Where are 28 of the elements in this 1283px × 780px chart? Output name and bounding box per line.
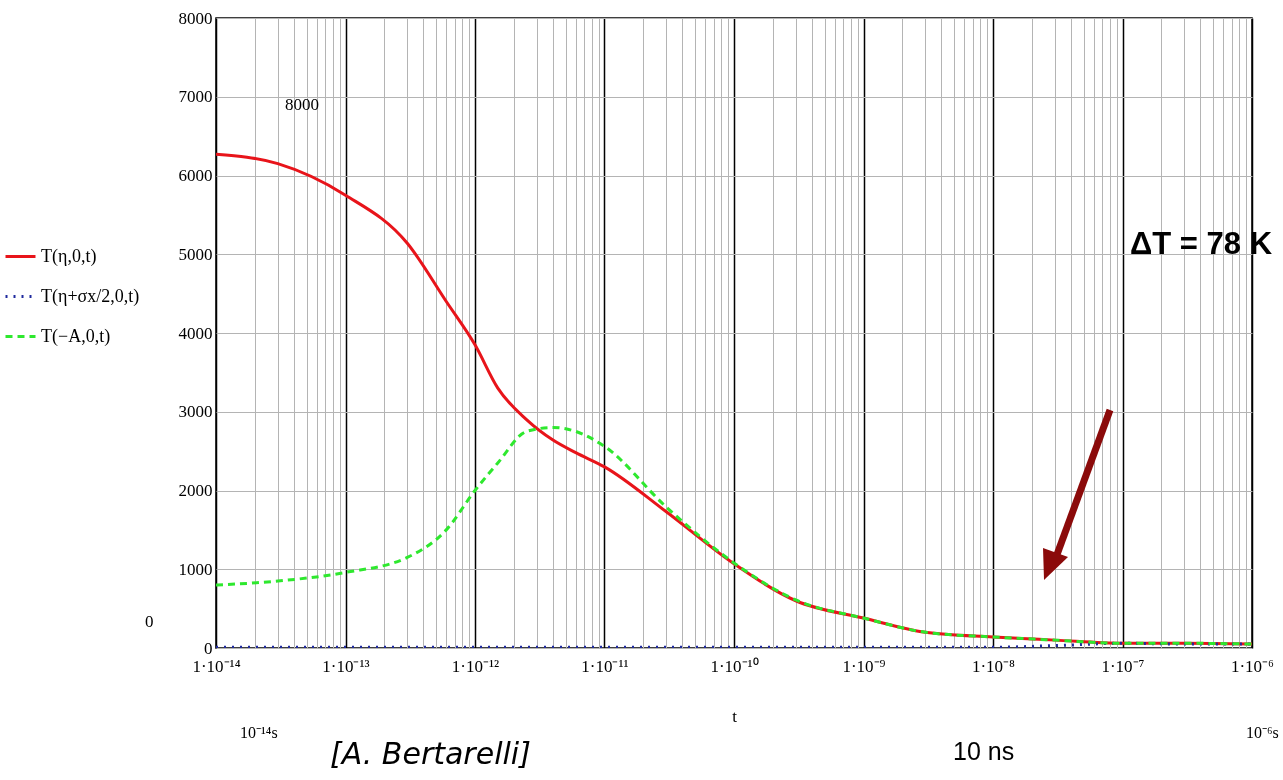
text: 10 ns bbox=[953, 737, 1015, 765]
y-tick-label: 3000 bbox=[178, 402, 213, 422]
x-tick-label: 1·10⁻¹² bbox=[451, 656, 500, 676]
y-tick-label: 2000 bbox=[178, 481, 213, 500]
y-tick-label: 8000 bbox=[178, 8, 213, 28]
y-tick-label: 4000 bbox=[178, 323, 213, 343]
legend-label: T(η,0,t) bbox=[41, 245, 97, 267]
x-tick-label: 1·10⁻¹¹ bbox=[581, 656, 629, 676]
x-tick-label: 1·10⁻⁸ bbox=[971, 656, 1016, 676]
text: [A. Bertarelli] bbox=[330, 736, 531, 771]
x-axis-title: t bbox=[732, 706, 738, 726]
y-tick-label: 6000 bbox=[178, 166, 213, 185]
y-tick-label: 5000 bbox=[178, 244, 213, 264]
y-tick-label: 0 bbox=[204, 638, 213, 658]
y-tick-label: 1000 bbox=[178, 559, 213, 579]
x-tick-label: 1·10⁻¹⁴ bbox=[192, 656, 241, 676]
x-tick-label: 1·10⁻⁹ bbox=[842, 656, 886, 676]
x-tick-label: 1·10⁻⁷ bbox=[1101, 656, 1145, 676]
legend-label: T(−A,0,t) bbox=[41, 325, 111, 347]
text: 10⁻¹⁴s bbox=[240, 724, 278, 741]
x-tick-label: 1·10⁻¹⁰ bbox=[710, 656, 759, 676]
annotation: 8000 bbox=[285, 95, 319, 114]
text: 10⁻⁶s bbox=[1246, 724, 1279, 741]
y-tick-label: 7000 bbox=[178, 87, 213, 107]
x-tick-label: 1·10⁻⁶ bbox=[1230, 656, 1275, 676]
x-tick-label: 1·10⁻¹³ bbox=[322, 656, 370, 676]
text: 0 bbox=[145, 612, 154, 631]
legend-label: T(η+σx/2,0,t) bbox=[41, 285, 140, 307]
